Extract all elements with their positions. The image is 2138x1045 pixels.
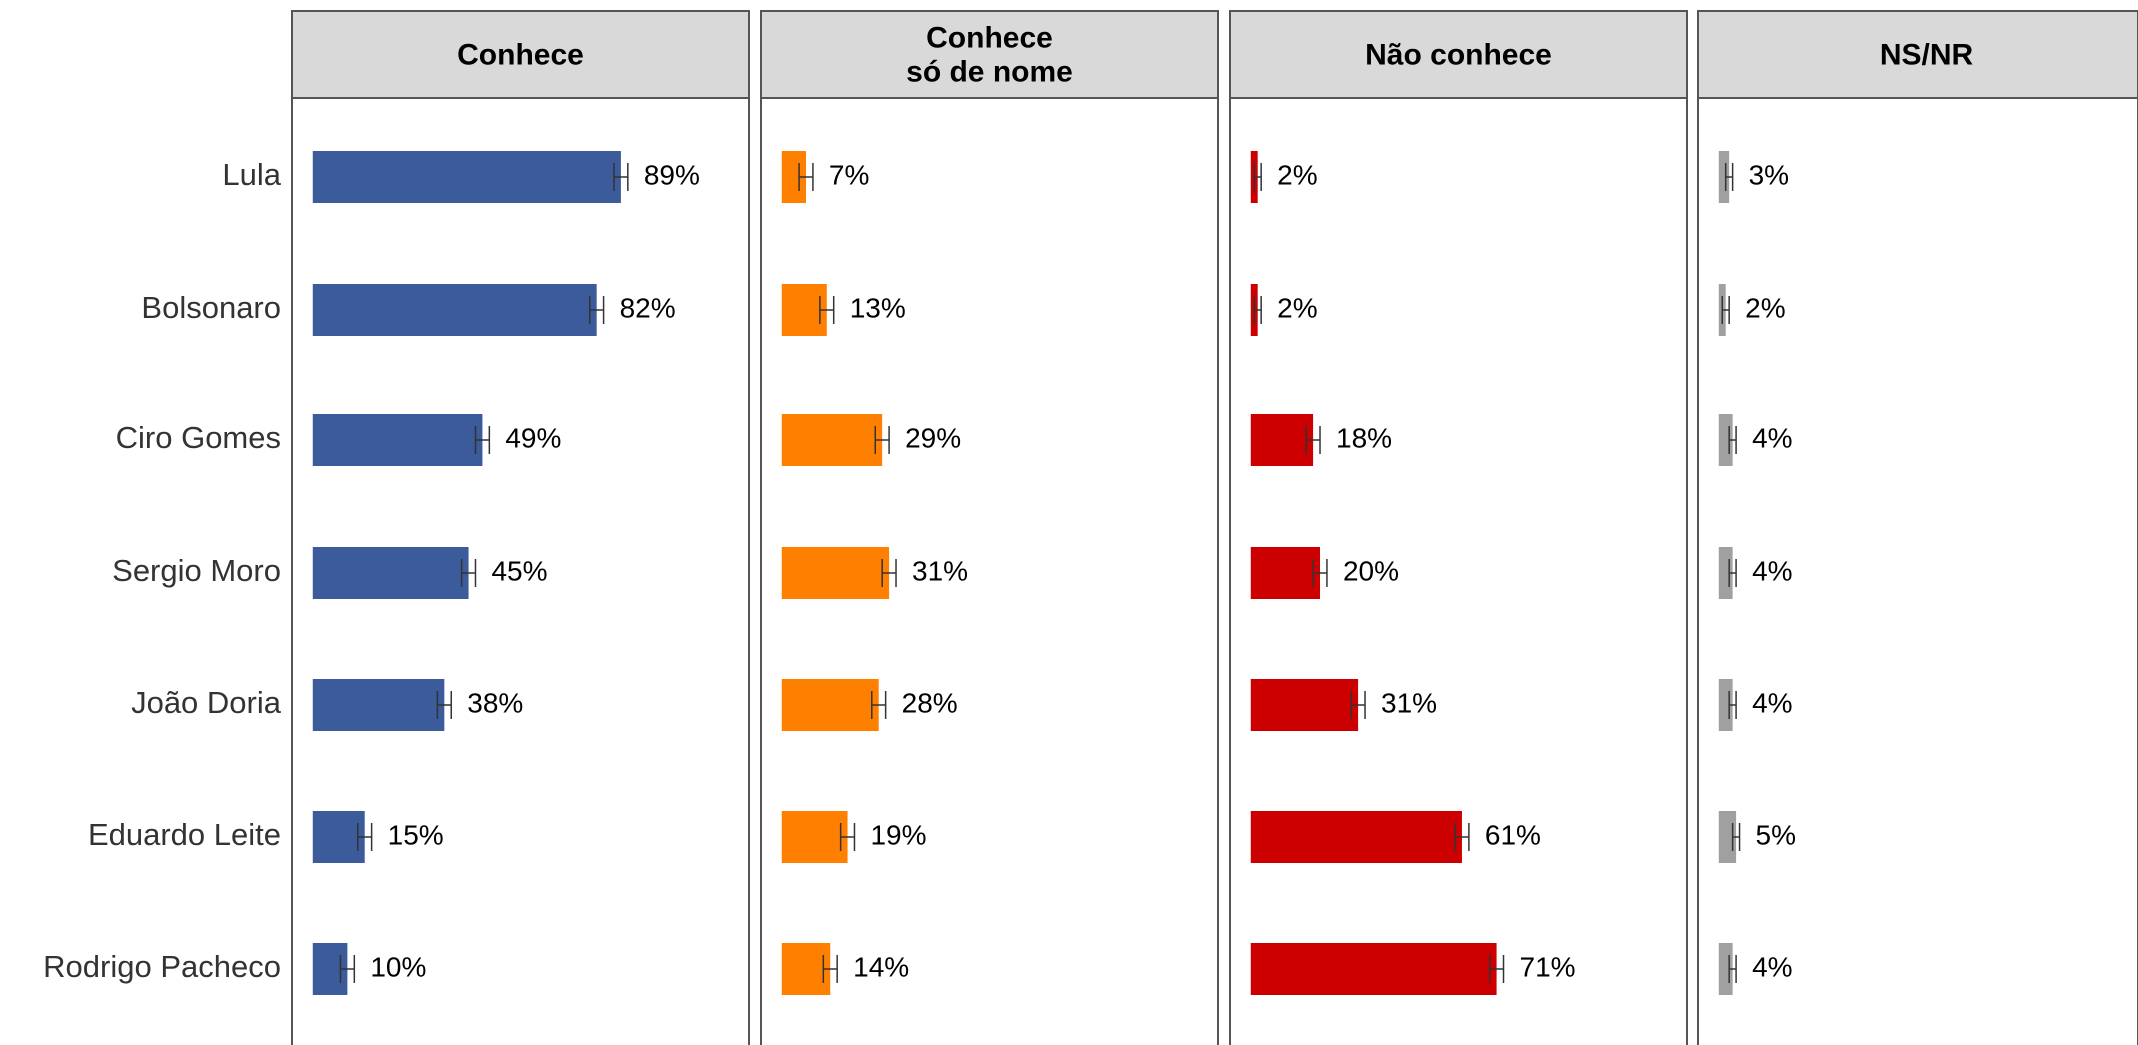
bar <box>312 679 445 731</box>
category-label: Rodrigo Pacheco <box>43 949 281 984</box>
title-line: só de nome <box>906 56 1073 89</box>
bar <box>781 547 890 599</box>
value-label: 19% <box>870 819 926 850</box>
category-label: Lula <box>222 157 281 192</box>
bar <box>312 414 483 466</box>
value-label: 4% <box>1752 687 1792 718</box>
category-label: João Doria <box>131 685 282 720</box>
value-label: 18% <box>1336 422 1392 453</box>
panel-header <box>1697 10 2138 99</box>
value-label: 71% <box>1520 951 1576 982</box>
value-label: 28% <box>902 687 958 718</box>
bar <box>781 679 879 731</box>
bar <box>781 811 848 863</box>
bar <box>312 284 597 336</box>
category-label: Eduardo Leite <box>88 817 281 852</box>
value-label: 2% <box>1745 292 1785 323</box>
bar <box>1250 943 1497 995</box>
bar <box>1250 547 1321 599</box>
value-label: 13% <box>850 292 906 323</box>
value-label: 15% <box>388 819 444 850</box>
value-label: 5% <box>1756 819 1796 850</box>
bar <box>1250 679 1359 731</box>
title-line: NS/NR <box>1880 39 1974 72</box>
value-label: 49% <box>505 422 561 453</box>
value-label: 2% <box>1277 159 1317 190</box>
value-label: 3% <box>1749 159 1789 190</box>
panel <box>1697 97 2138 1045</box>
bar <box>1718 151 1730 203</box>
title-line: Conhece <box>926 22 1053 55</box>
category-label: Bolsonaro <box>141 290 281 325</box>
value-label: 4% <box>1752 555 1792 586</box>
value-label: 38% <box>467 687 523 718</box>
category-label: Sergio Moro <box>112 553 281 588</box>
value-label: 31% <box>1381 687 1437 718</box>
value-label: 4% <box>1752 422 1792 453</box>
panel-header <box>291 10 750 99</box>
bar <box>312 547 469 599</box>
bar <box>312 151 621 203</box>
title-line: Conhece <box>457 39 584 72</box>
value-label: 31% <box>912 555 968 586</box>
category-label: Ciro Gomes <box>116 420 281 455</box>
bar <box>1718 811 1737 863</box>
value-label: 89% <box>644 159 700 190</box>
panel-header <box>760 10 1219 99</box>
panel-title: NS/NR <box>1880 39 1974 72</box>
value-label: 7% <box>829 159 869 190</box>
value-label: 4% <box>1752 951 1792 982</box>
bar <box>781 414 883 466</box>
title-line: Não conhece <box>1365 39 1552 72</box>
value-label: 14% <box>853 951 909 982</box>
bar <box>781 943 831 995</box>
panel-title: Conhece <box>457 39 584 72</box>
panel-title: Não conhece <box>1365 39 1552 72</box>
value-label: 82% <box>620 292 676 323</box>
value-label: 61% <box>1485 819 1541 850</box>
panel-title: Conhece só de nome <box>906 22 1073 89</box>
value-label: 29% <box>905 422 961 453</box>
bar <box>312 811 365 863</box>
value-label: 20% <box>1343 555 1399 586</box>
value-label: 10% <box>370 951 426 982</box>
value-label: 2% <box>1277 292 1317 323</box>
bar <box>1250 414 1314 466</box>
value-label: 45% <box>491 555 547 586</box>
panel-header <box>1229 10 1688 99</box>
bar <box>1250 811 1462 863</box>
